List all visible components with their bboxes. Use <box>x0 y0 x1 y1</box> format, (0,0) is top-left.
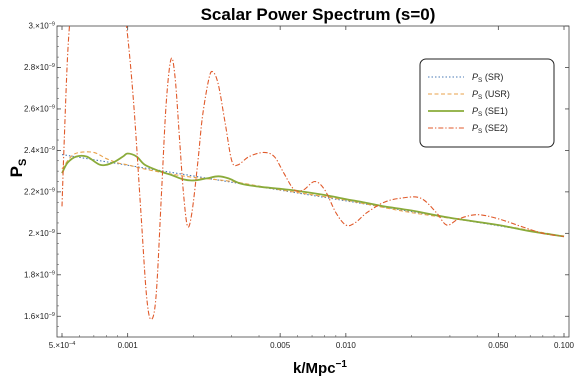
y-tick-label: 2.6×10−9 <box>24 104 55 113</box>
y-tick-label: 2.×10−9 <box>28 229 55 238</box>
y-axis-title-sub: S <box>17 159 29 166</box>
y-tick-label: 2.4×10−9 <box>24 146 55 155</box>
legend-label-usr: PS (USR) <box>472 89 510 101</box>
y-tick-label: 3.×10−9 <box>28 22 55 31</box>
legend-label-se1: PS (SE1) <box>472 106 508 118</box>
legend-entries: PS (SR) PS (USR) PS (SE1) PS (SE2) <box>428 72 510 135</box>
legend-box <box>419 58 555 148</box>
svg-text:PS: PS <box>7 159 29 178</box>
x-tick-label: 0.010 <box>336 341 357 350</box>
legend: PS (SR) PS (USR) PS (SE1) PS (SE2) <box>419 58 555 148</box>
x-axis-title-sup: −1 <box>336 359 348 370</box>
x-axis-title: k/Mpc−1 <box>293 359 347 377</box>
chart-title: Scalar Power Spectrum (s=0) <box>201 5 436 24</box>
x-tick-label: 0.005 <box>270 341 291 350</box>
legend-label-se2: PS (SE2) <box>472 123 508 135</box>
series-line-se1 <box>61 152 565 238</box>
series-line-se2 <box>61 26 565 320</box>
x-tick-label: 5.×10−4 <box>49 341 76 350</box>
axis-ticks: 1.6×10−9 1.8×10−9 2.×10−9 2.2×10−9 2.4×10−9 2… <box>24 22 574 351</box>
x-tick-label: 0.100 <box>554 341 574 350</box>
y-axis-title: PS <box>7 159 29 178</box>
y-axis-title-main: P <box>7 166 26 177</box>
y-tick-label: 1.6×10−9 <box>24 312 55 321</box>
x-tick-label: 0.001 <box>118 341 139 350</box>
legend-label-sr: PS (SR) <box>472 72 503 84</box>
y-tick-label: 1.8×10−9 <box>24 270 55 279</box>
series-group <box>61 26 565 320</box>
x-axis-title-main: k/Mpc <box>293 360 336 377</box>
y-tick-label: 2.8×10−9 <box>24 63 55 72</box>
y-tick-label: 2.2×10−9 <box>24 187 55 196</box>
x-tick-label: 0.050 <box>488 341 509 350</box>
svg-text:k/Mpc−1: k/Mpc−1 <box>293 359 347 377</box>
